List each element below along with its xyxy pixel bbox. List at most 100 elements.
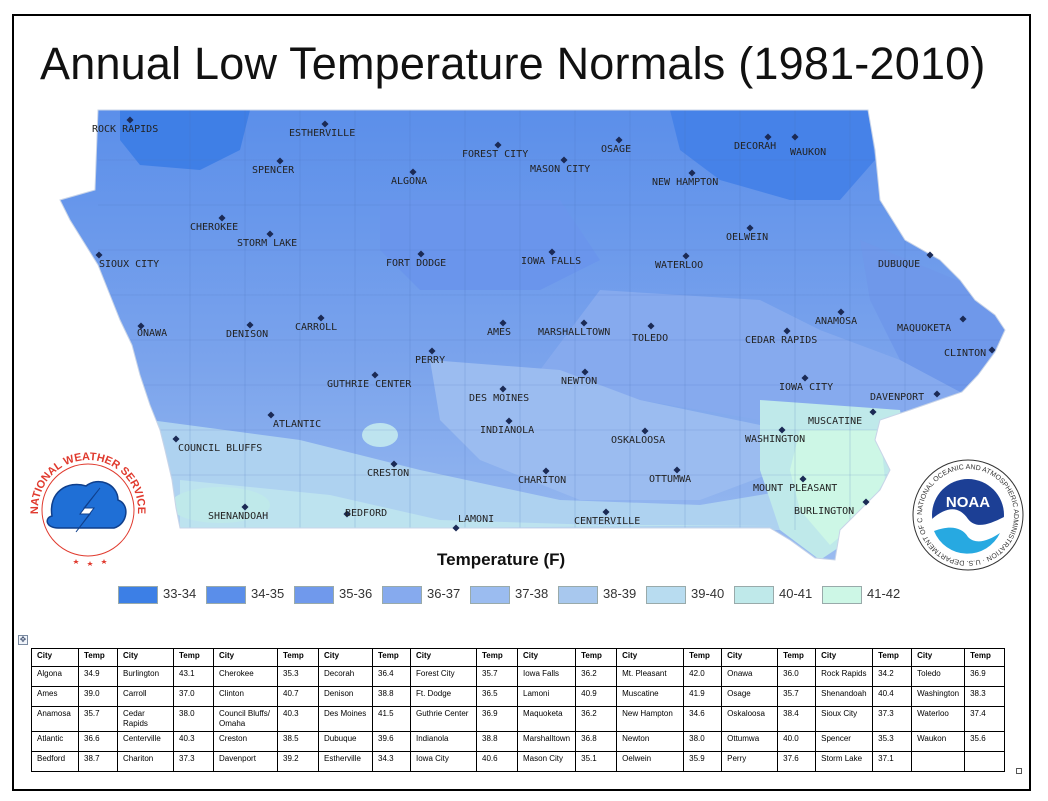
city-label: CHARITON (518, 475, 566, 486)
city-label: NEW HAMPTON (652, 177, 718, 188)
legend-swatch (118, 586, 158, 604)
table-cell: 40.6 (476, 751, 518, 772)
city-label: DECORAH (734, 141, 776, 152)
table-header-cell: Temp (683, 648, 723, 667)
table-header-cell: City (213, 648, 278, 667)
city-marker (641, 427, 649, 435)
table-header-cell: Temp (777, 648, 817, 667)
city-label: OSKALOOSA (611, 435, 665, 446)
table-row: Anamosa 35.7 Cedar Rapids 38.0 Council Bluff… (31, 706, 1006, 732)
table-header-cell: Temp (78, 648, 118, 667)
zone-33-34-decorah (670, 110, 875, 200)
city-label: MAQUOKETA (897, 323, 951, 334)
table-row: Bedford 38.7 Chariton 37.3 Davenport 39.2 Esth… (31, 751, 1006, 772)
city-marker (390, 460, 398, 468)
table-cell: 35.9 (683, 751, 723, 772)
table-row: Ames 39.0 Carroll 37.0 Clinton 40.7 Denison 38.… (31, 686, 1006, 707)
table-header-row: City Temp City Temp City Temp City Temp City Temp… (31, 648, 1006, 667)
table-cell: Davenport (213, 751, 278, 772)
table-cell: Bedford (31, 751, 79, 772)
table-cell: 37.4 (964, 706, 1006, 732)
table-cell: 34.3 (372, 751, 411, 772)
table-header-cell: City (117, 648, 174, 667)
city-marker (95, 251, 103, 259)
city-marker (647, 322, 655, 330)
city-label: MOUNT PLEASANT (753, 483, 837, 494)
zone-35-36-east (860, 240, 1005, 392)
noaa-logo-text: NOAA (946, 494, 990, 511)
table-cell: 39.6 (372, 731, 411, 752)
city-label: DUBUQUE (878, 259, 920, 270)
city-marker (321, 120, 329, 128)
legend-label: 35-36 (339, 586, 373, 601)
zone-33-34-rock-rapids (120, 110, 250, 170)
table-header-cell: Temp (964, 648, 1006, 667)
table-header-cell: City (911, 648, 966, 667)
legend-label: 34-35 (251, 586, 285, 601)
city-label: ALGONA (391, 176, 427, 187)
table-cell: 35.3 (277, 666, 319, 687)
city-label: COUNCIL BLUFFS (178, 443, 262, 454)
table-cell: Dubuque (318, 731, 373, 752)
table-cell: 40.0 (777, 731, 817, 752)
table-cell: Toledo (911, 666, 966, 687)
city-label: OTTUMWA (649, 474, 691, 485)
table-cell: Indianola (410, 731, 477, 752)
city-label: MUSCATINE (808, 416, 862, 427)
table-cell: Guthrie Center (410, 706, 477, 732)
table-cell: 35.7 (777, 686, 817, 707)
table-cell: Lamoni (516, 686, 577, 707)
city-label: AMES (487, 327, 511, 338)
table-cell: 36.8 (575, 731, 618, 752)
table-cell: Marshalltown (516, 731, 577, 752)
legend-label: 39-40 (691, 586, 725, 601)
city-marker (548, 248, 556, 256)
city-label: FOREST CITY (462, 149, 528, 160)
table-cell: Waukon (911, 731, 966, 752)
legend-swatch (470, 586, 510, 604)
table-header-cell: City (815, 648, 874, 667)
city-markers: ROCK RAPIDS ESTHERVILLE FOREST CITY OSAGE DE… (92, 116, 996, 532)
nws-logo: NATIONAL WEATHER SERVICE (29, 451, 147, 566)
table-cell: Centerville (117, 731, 174, 752)
city-label: WASHINGTON (745, 434, 805, 445)
table-cell: Des Moines (318, 706, 373, 732)
legend-swatch (294, 586, 334, 604)
legend-swatch (206, 586, 246, 604)
table-cell: 36.9 (964, 666, 1006, 687)
table-resize-handle[interactable] (1016, 768, 1022, 774)
city-label: DES MOINES (469, 393, 529, 404)
city-marker (988, 346, 996, 354)
table-cell: Algona (31, 666, 79, 687)
city-label: LAMONI (458, 514, 494, 525)
table-cell: Council Bluffs/ Omaha (213, 706, 278, 732)
table-header-cell: City (318, 648, 373, 667)
city-marker (409, 168, 417, 176)
table-header-cell: City (410, 648, 477, 667)
table-cell: 35.7 (476, 666, 518, 687)
city-label: CARROLL (295, 322, 337, 333)
table-cell: 40.3 (173, 731, 214, 752)
city-label: MARSHALLTOWN (538, 327, 610, 338)
table-cell: Rock Rapids (815, 666, 874, 687)
table-cell: 38.5 (277, 731, 319, 752)
table-header-cell: City (516, 648, 577, 667)
zone-39-40-atlantic (362, 423, 398, 447)
table-cell: Oskaloosa (721, 706, 779, 732)
table-header-cell: City (31, 648, 79, 667)
city-label: OELWEIN (726, 232, 768, 243)
city-label: DENISON (226, 329, 268, 340)
zone-40-41-shenandoah (170, 487, 270, 523)
city-marker (615, 136, 623, 144)
table-cell: Onawa (721, 666, 779, 687)
table-cell: Decorah (318, 666, 373, 687)
city-label: PERRY (415, 355, 445, 366)
table-cell: Clinton (213, 686, 278, 707)
iowa-outline (59, 109, 1006, 561)
table-cell: Washington (911, 686, 966, 707)
table-move-handle[interactable]: ✥ (18, 635, 28, 645)
table-cell: 36.4 (372, 666, 411, 687)
city-marker (933, 390, 941, 398)
table-cell: 34.6 (683, 706, 723, 732)
table-cell: Sioux City (815, 706, 874, 732)
